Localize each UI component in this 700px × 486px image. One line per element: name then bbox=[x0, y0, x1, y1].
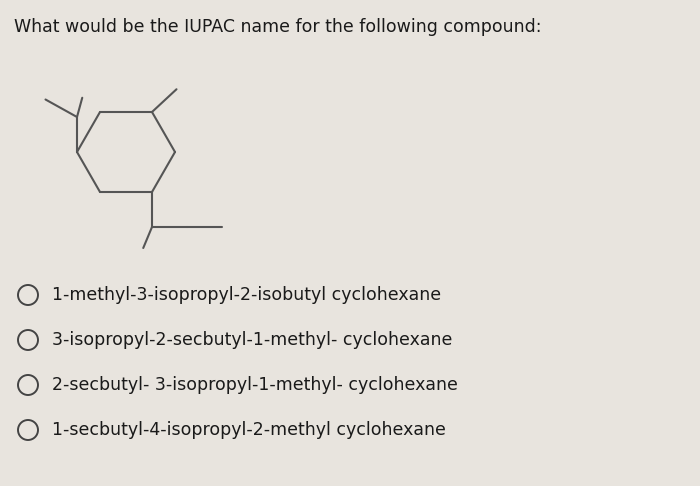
Text: What would be the IUPAC name for the following compound:: What would be the IUPAC name for the fol… bbox=[14, 18, 542, 36]
Text: 3-isopropyl-2-secbutyl-1-methyl- cyclohexane: 3-isopropyl-2-secbutyl-1-methyl- cyclohe… bbox=[52, 331, 452, 349]
Text: 2-secbutyl- 3-isopropyl-1-methyl- cyclohexane: 2-secbutyl- 3-isopropyl-1-methyl- cycloh… bbox=[52, 376, 458, 394]
Text: 1-secbutyl-4-isopropyl-2-methyl cyclohexane: 1-secbutyl-4-isopropyl-2-methyl cyclohex… bbox=[52, 421, 446, 439]
Text: 1-methyl-3-isopropyl-2-isobutyl cyclohexane: 1-methyl-3-isopropyl-2-isobutyl cyclohex… bbox=[52, 286, 441, 304]
